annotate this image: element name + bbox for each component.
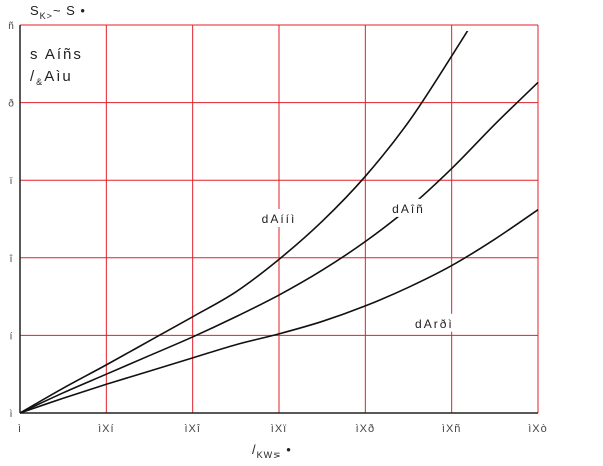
y-tick-label: î xyxy=(9,254,14,265)
y-tick-label: ì xyxy=(10,409,13,420)
y-axis-label-sub: K> xyxy=(39,11,53,21)
annotation-line-1: s Aíñs xyxy=(30,46,83,63)
y-tick-label: ï xyxy=(10,176,13,187)
series-line-1 xyxy=(19,31,469,414)
y-axis-label-main: S xyxy=(30,3,40,18)
x-tick-label: ì xyxy=(18,423,22,435)
y-axis-label: SK>~ S • xyxy=(30,3,86,21)
y-tick-labels: ì í î ï ð ñ xyxy=(8,21,14,420)
x-axis-label-rest: • xyxy=(281,442,292,457)
data-lines xyxy=(19,31,539,414)
series-label-1: dAííì xyxy=(262,212,297,226)
x-tick-label: ìXñ xyxy=(442,423,462,435)
x-tick-label: ìXî xyxy=(184,423,200,435)
series-label-bg xyxy=(385,198,432,217)
annotation-line-2-sub: & xyxy=(36,77,45,87)
x-tick-label: ìXí xyxy=(98,423,114,435)
y-tick-label: ð xyxy=(8,98,14,110)
x-tick-label: ìXò xyxy=(528,423,548,435)
series-label-3: dArðì xyxy=(415,317,454,331)
grid-lines xyxy=(20,24,539,413)
x-axis-label-sub: KW⋝ xyxy=(256,450,282,460)
x-tick-labels: ì ìXí ìXî ìXï ìXð ìXñ ìXò xyxy=(18,423,548,435)
annotation-line-2: /&Aìu xyxy=(30,66,83,89)
y-tick-label: ñ xyxy=(8,21,14,32)
y-axis-label-rest: ~ S • xyxy=(52,3,86,18)
x-axis-label-main: / xyxy=(252,442,257,457)
series-line-3 xyxy=(19,209,539,414)
y-tick-label: í xyxy=(10,331,13,342)
series-labels: dAííì dAîñ dArðì xyxy=(251,198,462,332)
x-tick-label: ìXð xyxy=(356,423,376,435)
series-line-2 xyxy=(19,81,539,414)
annotation-box: s Aíñs /&Aìu xyxy=(30,44,83,89)
x-tick-label: ìXï xyxy=(271,423,287,435)
series-label-bg xyxy=(406,313,462,332)
x-axis-label: /KW⋝ • xyxy=(252,442,292,460)
annotation-line-2-main: / xyxy=(30,68,37,85)
axes xyxy=(19,25,538,414)
annotation-line-2-rest: Aìu xyxy=(44,68,73,85)
series-label-2: dAîñ xyxy=(392,202,425,216)
series-label-bg xyxy=(251,209,307,227)
